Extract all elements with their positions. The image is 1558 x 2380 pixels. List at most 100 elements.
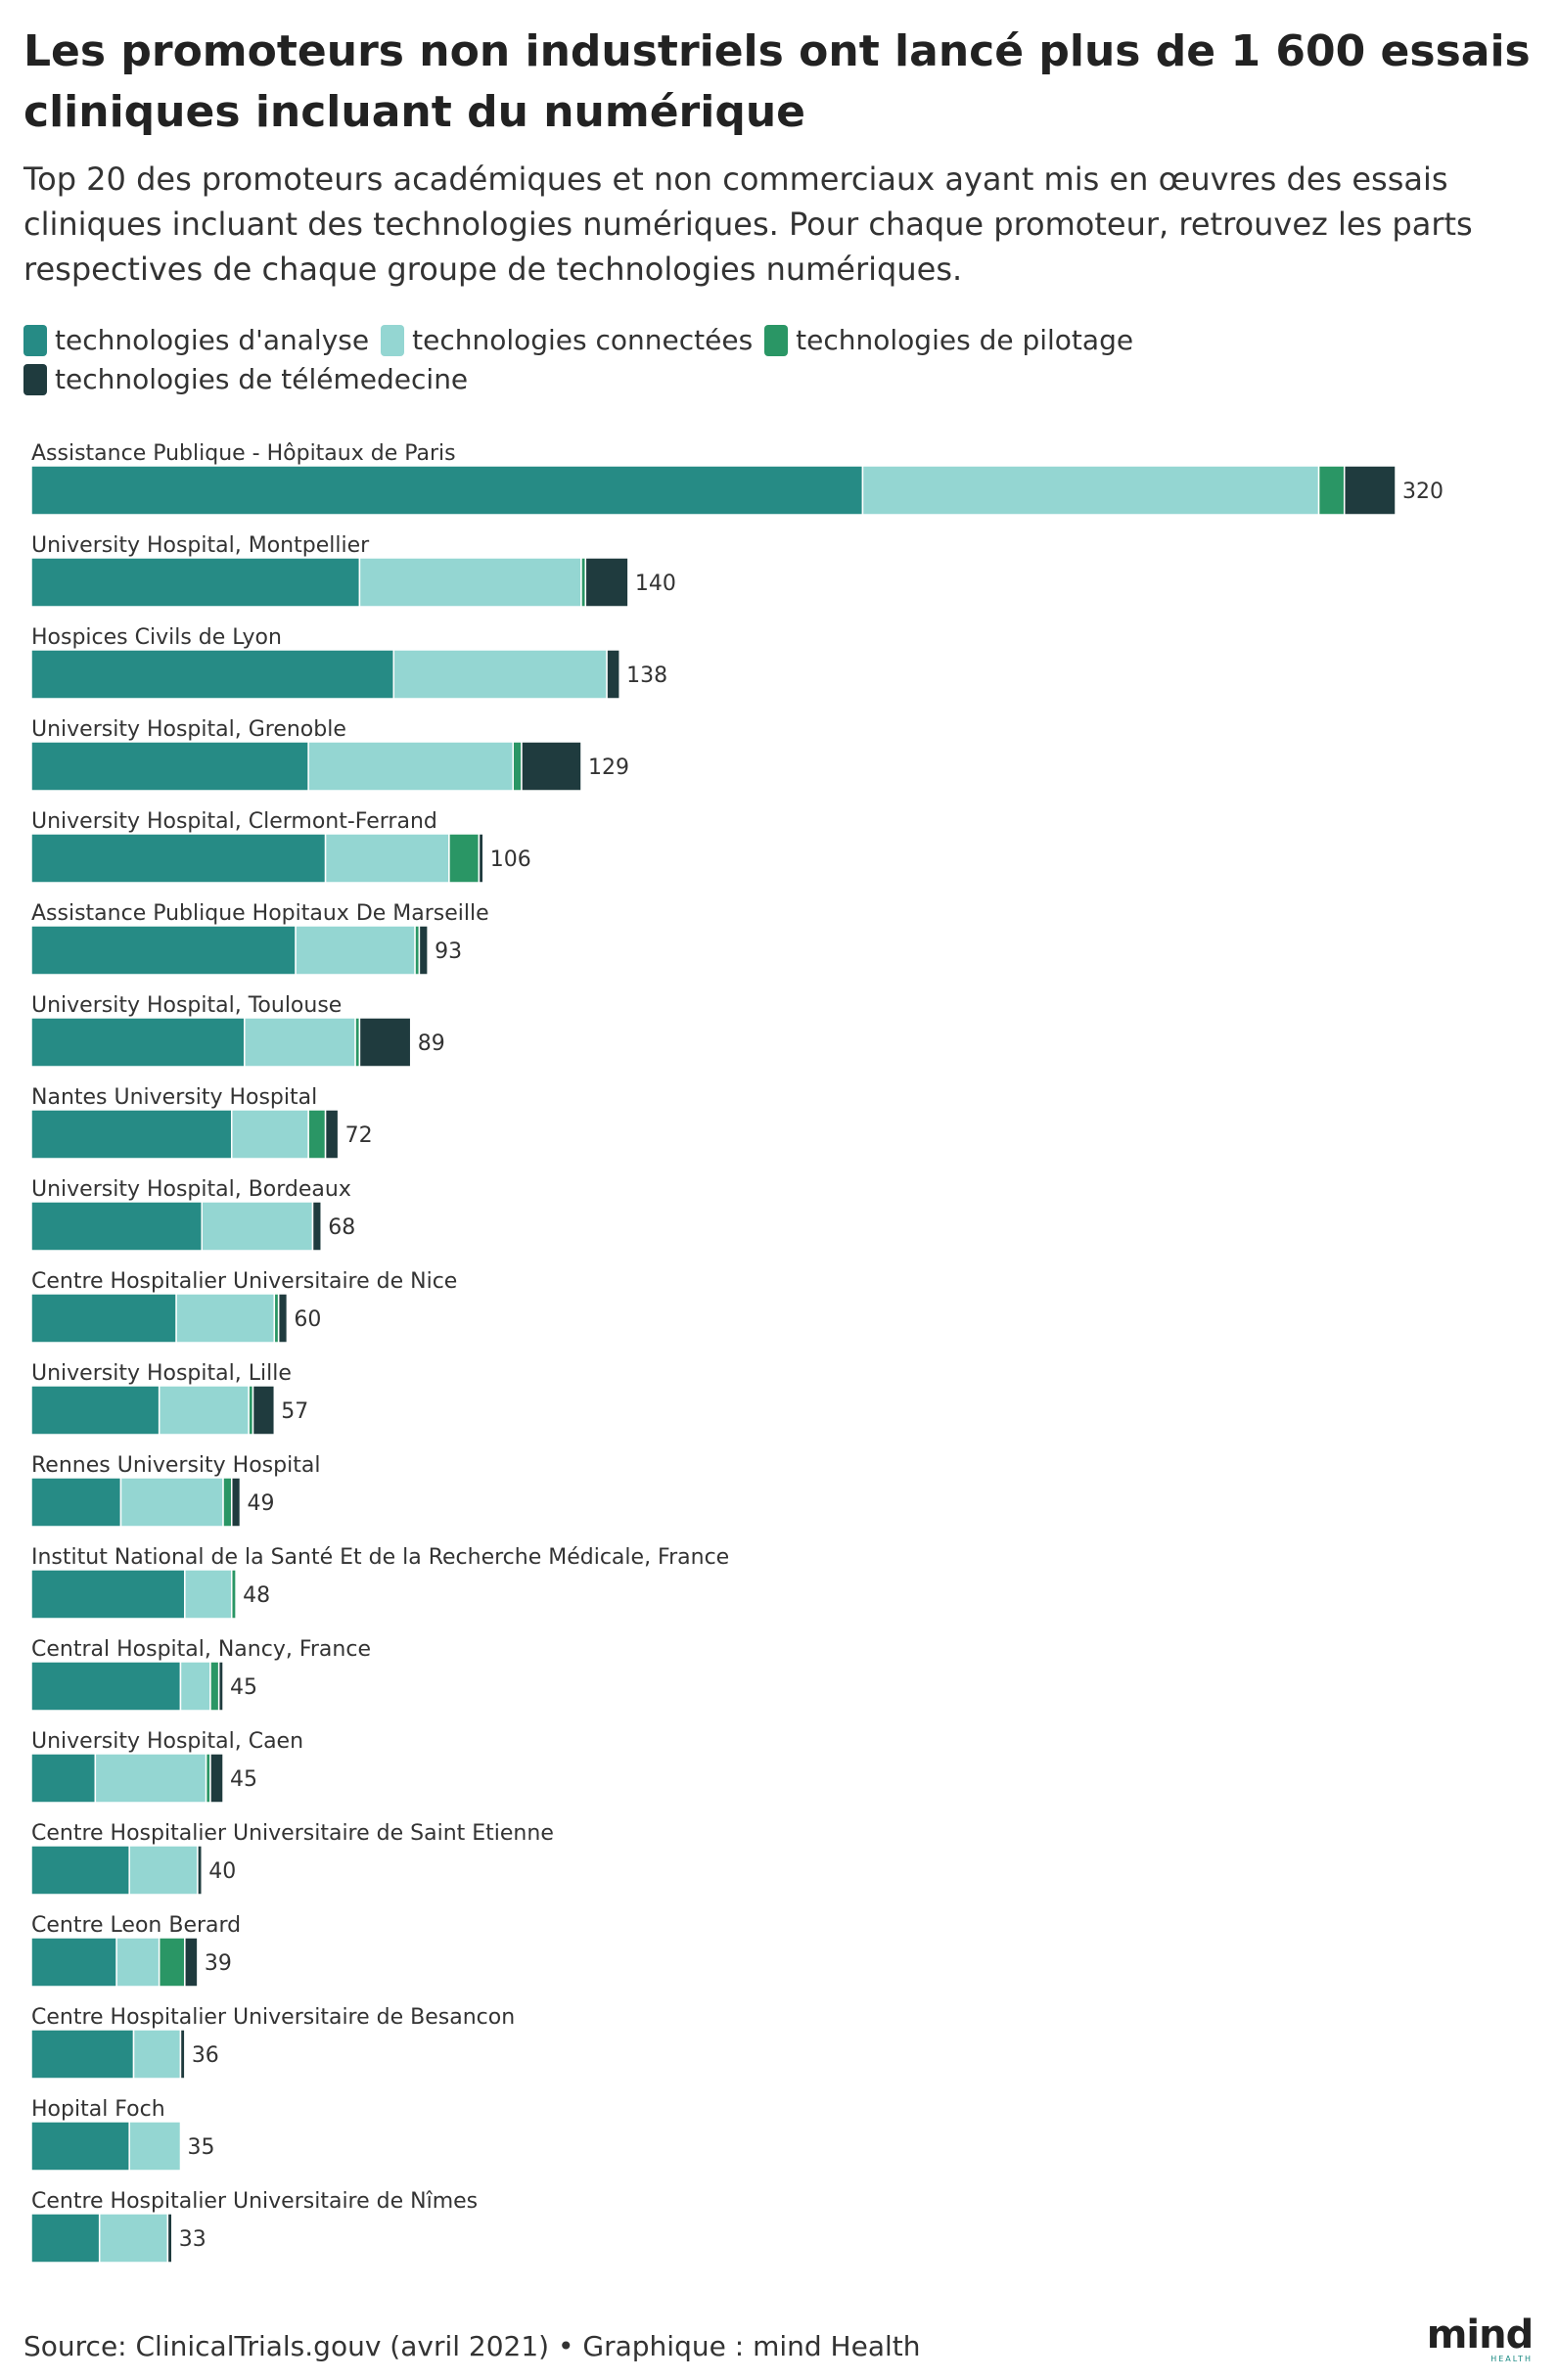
bar-total-label: 40 xyxy=(208,1859,236,1884)
bar-segment-telemedecine[interactable] xyxy=(277,1293,289,1344)
bar-segment-telemedecine[interactable] xyxy=(184,1937,199,1988)
bar-total-label: 93 xyxy=(435,939,462,964)
bar-segment-connectees[interactable] xyxy=(115,1937,160,1988)
bar-segment-telemedecine[interactable] xyxy=(197,1845,204,1896)
bar-total-label: 33 xyxy=(179,2227,206,2252)
bar-total-label: 48 xyxy=(243,1583,270,1608)
bar-segment-telemedecine[interactable] xyxy=(1343,465,1397,516)
bar-segment-connectees[interactable] xyxy=(307,741,515,792)
category-label: Central Hospital, Nancy, France xyxy=(31,1637,371,1662)
bar-segment-analyse[interactable] xyxy=(30,2213,101,2264)
bar-segment-connectees[interactable] xyxy=(179,1661,211,1712)
bar-total-label: 89 xyxy=(418,1031,445,1056)
bar-segment-connectees[interactable] xyxy=(324,833,450,884)
bar-segment-pilotage[interactable] xyxy=(158,1937,186,1988)
category-label: Centre Hospitalier Universitaire de Sain… xyxy=(31,1821,554,1846)
bar-segment-telemedecine[interactable] xyxy=(584,557,629,608)
bar-segment-pilotage[interactable] xyxy=(1317,465,1346,516)
bar-segment-telemedecine[interactable] xyxy=(358,1017,412,1068)
bar-segment-analyse[interactable] xyxy=(30,1385,160,1436)
bar-segment-telemedecine[interactable] xyxy=(418,925,429,976)
bar-segment-telemedecine[interactable] xyxy=(478,833,484,884)
bar-segment-analyse[interactable] xyxy=(30,649,395,700)
bar-segment-pilotage[interactable] xyxy=(230,1569,237,1620)
brand-logo: mind HEALTH xyxy=(1421,2315,1538,2364)
bar-total-label: 68 xyxy=(328,1215,355,1240)
bar-segment-connectees[interactable] xyxy=(184,1569,233,1620)
legend-label: technologies connectées xyxy=(412,324,754,356)
legend-item-connectees[interactable]: technologies connectées xyxy=(381,325,753,356)
bar-segment-telemedecine[interactable] xyxy=(179,2029,186,2080)
legend-label: technologies d'analyse xyxy=(55,324,370,356)
bar-segment-connectees[interactable] xyxy=(861,465,1320,516)
bar-segment-analyse[interactable] xyxy=(30,1569,186,1620)
category-label: Assistance Publique - Hôpitaux de Paris xyxy=(31,441,456,466)
bar-segment-analyse[interactable] xyxy=(30,1017,246,1068)
category-label: Nantes University Hospital xyxy=(31,1085,317,1110)
category-label: Hospices Civils de Lyon xyxy=(31,625,282,650)
category-label: University Hospital, Lille xyxy=(31,1361,292,1386)
bar-segment-analyse[interactable] xyxy=(30,465,864,516)
bar-segment-telemedecine[interactable] xyxy=(606,649,620,700)
source-note: Source: ClinicalTrials.gouv (avril 2021)… xyxy=(23,2330,921,2362)
bar-segment-connectees[interactable] xyxy=(128,2121,182,2172)
legend-swatch xyxy=(23,364,47,395)
bar-segment-analyse[interactable] xyxy=(30,1109,233,1160)
bar-segment-pilotage[interactable] xyxy=(209,1661,220,1712)
bar-segment-analyse[interactable] xyxy=(30,1937,117,1988)
bar-segment-analyse[interactable] xyxy=(30,1477,122,1528)
bar-segment-connectees[interactable] xyxy=(158,1385,250,1436)
bar-segment-connectees[interactable] xyxy=(119,1477,224,1528)
category-label: University Hospital, Caen xyxy=(31,1729,303,1754)
bar-segment-connectees[interactable] xyxy=(295,925,416,976)
bar-segment-analyse[interactable] xyxy=(30,1661,182,1712)
bar-segment-connectees[interactable] xyxy=(98,2213,169,2264)
bar-segment-telemedecine[interactable] xyxy=(230,1477,242,1528)
bar-segment-analyse[interactable] xyxy=(30,741,309,792)
bar-total-label: 36 xyxy=(192,2043,219,2068)
bar-segment-connectees[interactable] xyxy=(94,1753,207,1804)
bar-segment-telemedecine[interactable] xyxy=(209,1753,224,1804)
bar-segment-telemedecine[interactable] xyxy=(521,741,582,792)
bar-segment-pilotage[interactable] xyxy=(512,741,523,792)
bar-segment-analyse[interactable] xyxy=(30,833,327,884)
bar-segment-connectees[interactable] xyxy=(132,2029,182,2080)
bar-segment-connectees[interactable] xyxy=(128,1845,199,1896)
bar-total-label: 72 xyxy=(345,1123,373,1148)
bar-segment-pilotage[interactable] xyxy=(448,833,481,884)
bar-total-label: 45 xyxy=(230,1675,257,1700)
bar-segment-telemedecine[interactable] xyxy=(217,1661,224,1712)
bar-segment-connectees[interactable] xyxy=(230,1109,309,1160)
bar-segment-connectees[interactable] xyxy=(358,557,582,608)
bar-segment-analyse[interactable] xyxy=(30,2121,130,2172)
bar-segment-pilotage[interactable] xyxy=(307,1109,327,1160)
legend-item-pilotage[interactable]: technologies de pilotage xyxy=(764,325,1133,356)
category-label: Institut National de la Santé Et de la R… xyxy=(31,1545,729,1570)
bar-segment-analyse[interactable] xyxy=(30,2029,135,2080)
chart-legend: technologies d'analyse technologies conn… xyxy=(23,325,1198,395)
bar-segment-analyse[interactable] xyxy=(30,925,297,976)
bar-segment-pilotage[interactable] xyxy=(222,1477,233,1528)
legend-label: technologies de télémedecine xyxy=(55,363,469,395)
bar-segment-telemedecine[interactable] xyxy=(324,1109,340,1160)
bar-segment-connectees[interactable] xyxy=(201,1201,314,1252)
bar-total-label: 45 xyxy=(230,1767,257,1792)
bar-segment-analyse[interactable] xyxy=(30,1293,177,1344)
bar-segment-analyse[interactable] xyxy=(30,1845,130,1896)
bar-segment-connectees[interactable] xyxy=(175,1293,276,1344)
bar-segment-analyse[interactable] xyxy=(30,557,361,608)
bar-segment-analyse[interactable] xyxy=(30,1201,203,1252)
bar-segment-connectees[interactable] xyxy=(244,1017,356,1068)
bar-segment-telemedecine[interactable] xyxy=(252,1385,276,1436)
bar-segment-analyse[interactable] xyxy=(30,1753,97,1804)
category-label: Centre Hospitalier Universitaire de Besa… xyxy=(31,2005,515,2030)
bar-segment-connectees[interactable] xyxy=(392,649,608,700)
bar-segment-telemedecine[interactable] xyxy=(166,2213,173,2264)
bar-total-label: 49 xyxy=(247,1491,274,1516)
bar-total-label: 129 xyxy=(588,755,629,780)
category-label: University Hospital, Grenoble xyxy=(31,717,346,742)
legend-item-analyse[interactable]: technologies d'analyse xyxy=(23,325,369,356)
bar-segment-telemedecine[interactable] xyxy=(311,1201,322,1252)
category-label: University Hospital, Clermont-Ferrand xyxy=(31,809,437,834)
legend-item-telemedecine[interactable]: technologies de télémedecine xyxy=(23,364,468,395)
